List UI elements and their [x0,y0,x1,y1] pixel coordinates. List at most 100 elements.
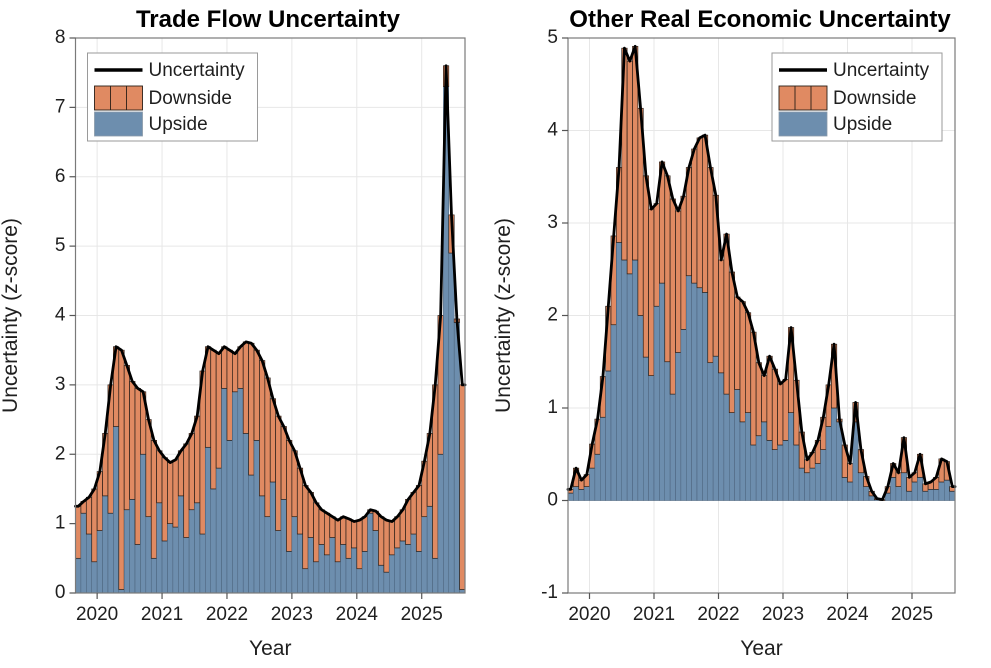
bar-downside [226,349,233,441]
y-axis: -1 0 1 2 3 4 5 [541,27,568,603]
bar-upside [426,506,433,594]
bar-downside [702,134,709,293]
bar-downside [91,488,98,563]
bar-upside [161,540,168,594]
y-tick-label: 2 [55,443,66,464]
x-axis: 2020 2021 2022 2023 2024 2025 [568,593,933,625]
bar-upside [777,444,784,501]
bar-downside [755,362,762,437]
bar-upside [766,440,773,501]
bar-upside [183,537,190,594]
bar-upside [145,516,152,594]
x-tick-label: 2023 [762,604,804,625]
x-tick-label: 2025 [401,604,443,625]
bar-upside [107,512,114,594]
bar-downside [696,137,703,289]
bar-downside [221,346,228,389]
bar-downside [351,521,358,549]
bar-downside [167,462,174,524]
bar-upside [755,435,762,501]
bar-upside [416,551,422,594]
bar-upside [232,391,239,594]
uncertainty-line [74,64,467,523]
x-tick-label: 2021 [633,604,675,625]
bar-upside [841,477,848,501]
bar-upside [329,537,336,594]
bar-upside [432,558,439,594]
bar-upside [188,509,195,594]
bar-upside [825,426,832,501]
bar-upside [334,561,341,594]
bar-upside [659,282,665,501]
bar-upside [307,537,314,594]
bar-downside [405,498,412,545]
bar-downside [707,167,714,364]
bar-upside [113,426,120,594]
bar-downside [739,301,746,423]
legend-downside-swatch [778,85,828,111]
bar-downside [626,60,633,275]
bar-downside [269,398,277,483]
bar-upside [734,389,741,501]
bar-upside [933,489,940,501]
bar-upside [275,530,282,594]
bar-upside [167,523,174,594]
bar-upside [653,306,660,501]
left-chart-panel: 0 1 2 3 4 5 6 7 8 2020 2021 2022 2023 2024 2025 Trade F… [0,6,467,660]
bar-downside [895,472,902,487]
bar-downside [248,342,255,476]
bar-upside [226,440,233,594]
bar-upside [798,467,805,501]
bar-upside [729,412,735,501]
bar-downside [210,349,217,490]
legend: Uncertainty Downside Upside [87,52,258,142]
bar-upside [264,516,271,594]
y-tick-label: 2 [547,305,558,326]
y-tick-label: 4 [547,120,558,141]
bar-upside [86,533,92,594]
bar-upside [351,547,358,594]
bar-upside [410,533,417,594]
bar-downside [134,387,141,545]
bar-upside [259,495,266,594]
bar-upside [605,370,612,501]
bar-upside [938,481,945,501]
legend-label-upside: Upside [833,114,892,135]
bar-downside [664,175,671,363]
bar-upside [356,568,363,594]
bar-downside [410,492,417,535]
bar-upside [750,444,757,501]
bar-downside [275,415,282,531]
bar-upside [405,544,412,594]
bar-downside [334,519,341,563]
bar-upside [318,544,325,594]
bar-upside [123,509,130,594]
x-axis: 2020 2021 2022 2023 2024 2025 [76,593,443,625]
bar-downside [771,368,778,450]
bar-upside [589,467,596,501]
bar-downside [253,349,260,441]
bar-upside [280,499,287,594]
bar-downside [340,516,347,545]
y-tick-label: 1 [547,397,558,418]
bar-downside [675,210,682,353]
bar-downside [669,198,676,395]
bar-upside [696,287,703,501]
legend-label-uncertainty: Uncertainty [149,60,246,81]
bar-upside [675,352,682,501]
bar-downside [804,459,811,474]
bar-upside [637,315,644,501]
bar-downside [172,459,179,528]
bar-upside [669,393,676,501]
bar-upside [594,454,601,501]
bar-upside [378,565,385,594]
bar-upside [199,533,206,594]
bar-downside [204,346,212,448]
y-tick-label: 7 [55,96,66,117]
bar-upside [134,544,141,594]
bar-downside [378,516,385,566]
bar-upside [345,558,352,594]
y-tick-label: 5 [547,27,558,48]
x-tick-label: 2023 [271,604,313,625]
